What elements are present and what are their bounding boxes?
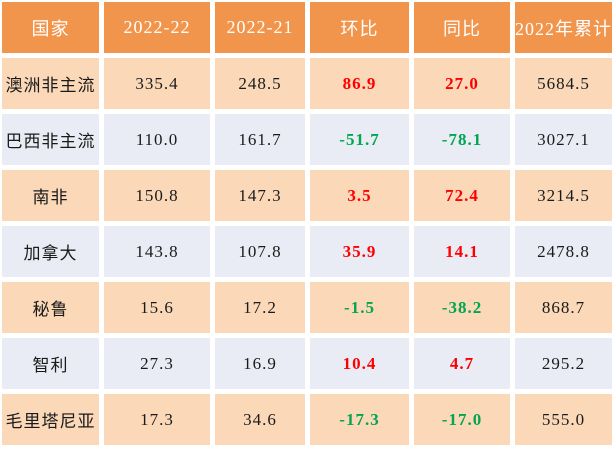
- value-cell: 143.8: [104, 226, 210, 277]
- value-cell: 107.8: [215, 226, 305, 277]
- value-cell: 35.9: [310, 226, 409, 277]
- value-cell: 15.6: [104, 282, 210, 333]
- value-cell: 295.2: [515, 338, 612, 389]
- value-cell: 4.7: [414, 338, 510, 389]
- value-cell: 27.0: [414, 58, 510, 109]
- value-cell: 27.3: [104, 338, 210, 389]
- country-cell: 智利: [2, 338, 99, 389]
- country-cell: 澳洲非主流: [2, 58, 99, 109]
- country-cell: 南非: [2, 170, 99, 221]
- value-cell: 17.2: [215, 282, 305, 333]
- value-cell: 110.0: [104, 114, 210, 165]
- country-cell: 巴西非主流: [2, 114, 99, 165]
- column-header-mom: 环比: [310, 2, 409, 53]
- country-cell: 加拿大: [2, 226, 99, 277]
- value-cell: -78.1: [414, 114, 510, 165]
- value-cell: -38.2: [414, 282, 510, 333]
- value-cell: 17.3: [104, 394, 210, 445]
- value-cell: 72.4: [414, 170, 510, 221]
- column-header-cumulative: 2022年累计: [515, 2, 612, 53]
- country-cell: 毛里塔尼亚: [2, 394, 99, 445]
- value-cell: 3214.5: [515, 170, 612, 221]
- value-cell: -51.7: [310, 114, 409, 165]
- column-header-2022-21: 2022-21: [215, 2, 305, 53]
- value-cell: -1.5: [310, 282, 409, 333]
- value-cell: 161.7: [215, 114, 305, 165]
- value-cell: 86.9: [310, 58, 409, 109]
- value-cell: 147.3: [215, 170, 305, 221]
- value-cell: 34.6: [215, 394, 305, 445]
- value-cell: -17.0: [414, 394, 510, 445]
- value-cell: 3027.1: [515, 114, 612, 165]
- column-header-2022-22: 2022-22: [104, 2, 210, 53]
- value-cell: 3.5: [310, 170, 409, 221]
- value-cell: 10.4: [310, 338, 409, 389]
- column-header-yoy: 同比: [414, 2, 510, 53]
- value-cell: 555.0: [515, 394, 612, 445]
- value-cell: 868.7: [515, 282, 612, 333]
- column-header-country: 国家: [2, 2, 99, 53]
- value-cell: 5684.5: [515, 58, 612, 109]
- value-cell: 335.4: [104, 58, 210, 109]
- value-cell: 2478.8: [515, 226, 612, 277]
- country-cell: 秘鲁: [2, 282, 99, 333]
- value-cell: -17.3: [310, 394, 409, 445]
- value-cell: 150.8: [104, 170, 210, 221]
- value-cell: 248.5: [215, 58, 305, 109]
- value-cell: 14.1: [414, 226, 510, 277]
- value-cell: 16.9: [215, 338, 305, 389]
